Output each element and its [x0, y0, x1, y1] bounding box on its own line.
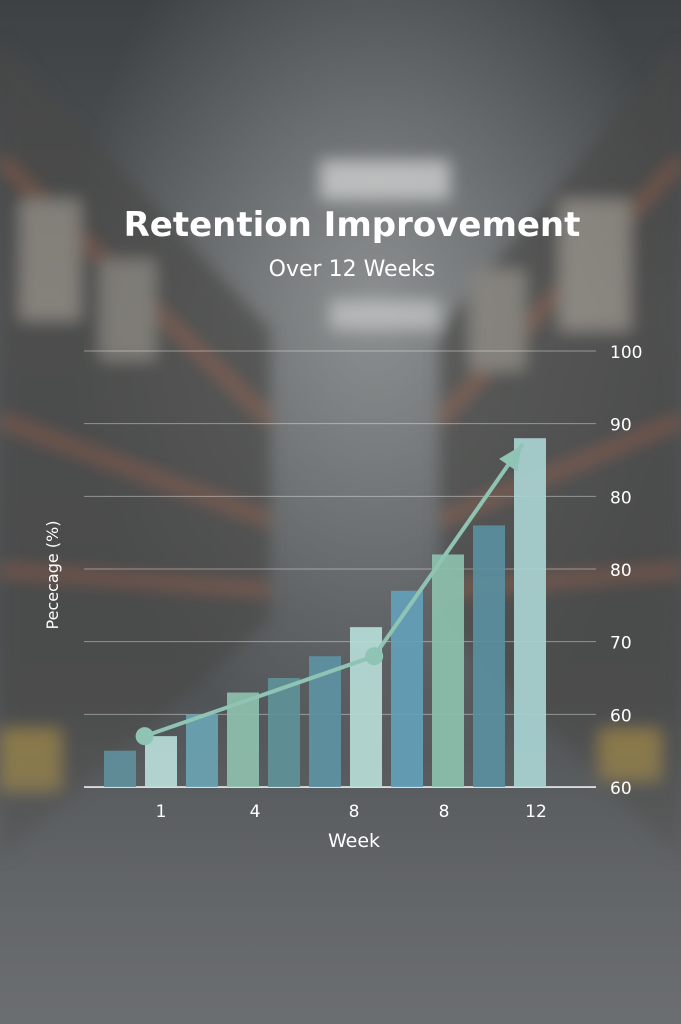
bar	[186, 714, 218, 787]
y-tick-label: 70	[610, 634, 632, 654]
bars	[104, 438, 546, 787]
x-axis-label: Week	[328, 830, 380, 852]
y-tick-label: 100	[610, 343, 642, 363]
y-tick-label: 80	[610, 488, 632, 508]
bar	[514, 438, 546, 787]
gridlines	[84, 350, 596, 788]
x-tick-label: 4	[250, 802, 261, 822]
trend-line	[135, 443, 524, 746]
trend-point	[135, 727, 154, 746]
chart-subtitle: Over 12 Weeks	[269, 257, 436, 282]
bar	[268, 678, 300, 787]
x-tick-label: 8	[349, 802, 360, 822]
x-tick-label: 12	[525, 802, 547, 822]
x-tick-label: 1	[156, 802, 167, 822]
y-tick-label: 90	[610, 416, 632, 436]
y-tick-label: 80	[610, 561, 632, 581]
y-tick-label: 60	[610, 706, 632, 726]
bar	[227, 692, 259, 787]
y-axis-ticks: 60 60 70 80 80 90 100	[610, 343, 642, 799]
x-tick-label: 8	[439, 802, 450, 822]
chart-title: Retention Improvement	[124, 205, 581, 245]
bar	[391, 590, 423, 787]
x-axis-ticks: 1 4 8 8 12	[156, 802, 547, 822]
bar	[145, 736, 177, 787]
y-tick-label: 60	[610, 779, 632, 799]
bar	[104, 750, 136, 787]
trend-arrowhead	[499, 445, 522, 472]
trend-point	[365, 647, 384, 666]
y-axis-label: Pececage (%)	[43, 521, 62, 630]
bar	[432, 554, 464, 787]
bar	[473, 525, 505, 787]
